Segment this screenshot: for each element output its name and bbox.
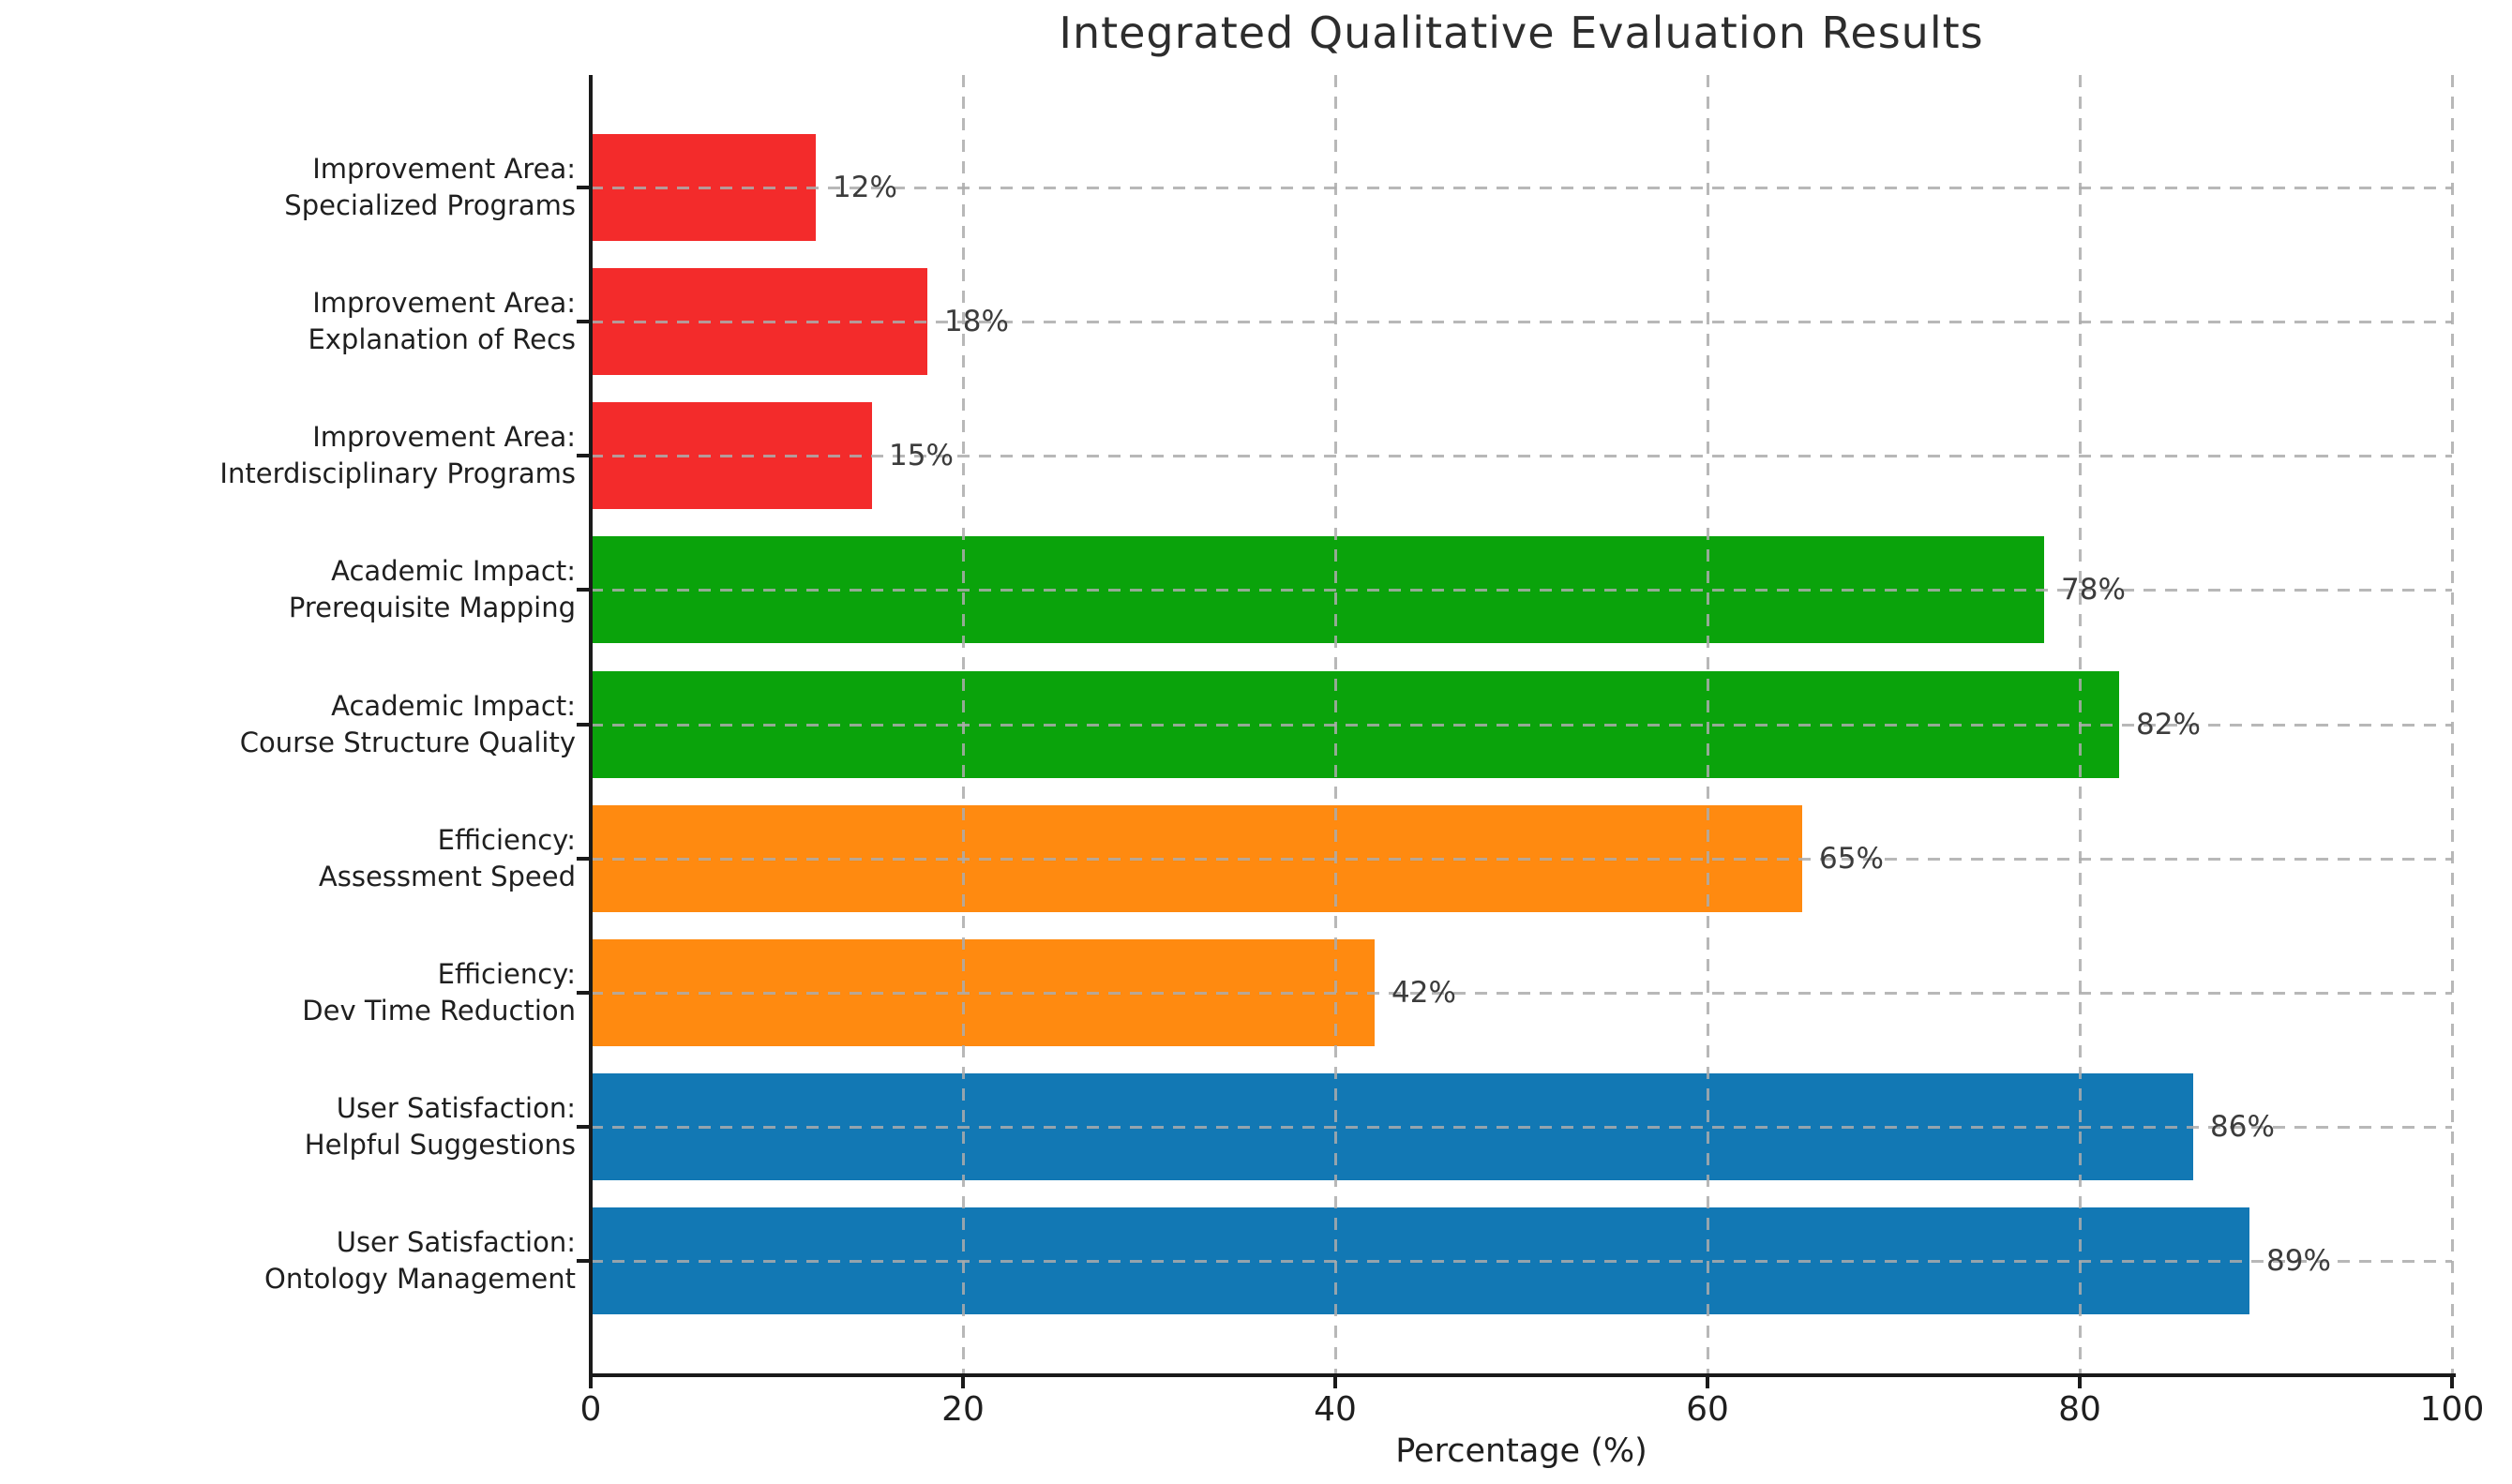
y-tick-mark-0 — [577, 186, 589, 190]
x-tick-mark-80 — [2078, 1376, 2082, 1388]
x-tick-mark-20 — [961, 1376, 965, 1388]
y-axis-spine — [589, 75, 593, 1377]
x-axis-spine — [589, 1373, 2456, 1377]
x-tick-label-60: 60 — [1686, 1390, 1729, 1429]
gridline-y-5 — [591, 857, 2452, 861]
bar-value-label-4: 82% — [2136, 707, 2201, 742]
y-tick-label-5: Efficiency: Assessment Speed — [318, 823, 576, 892]
y-tick-label-4: Academic Impact: Course Structure Qualit… — [239, 689, 576, 758]
y-tick-mark-2 — [577, 454, 589, 458]
y-tick-label-1: Improvement Area: Explanation of Recs — [308, 287, 576, 356]
bar-value-label-8: 89% — [2266, 1243, 2331, 1278]
x-tick-mark-60 — [1706, 1376, 1709, 1388]
x-tick-label-40: 40 — [1314, 1390, 1357, 1429]
bar-value-label-6: 42% — [1391, 975, 1456, 1010]
y-tick-mark-7 — [577, 1124, 589, 1129]
y-tick-mark-5 — [577, 856, 589, 861]
y-tick-label-6: Efficiency: Dev Time Reduction — [302, 957, 576, 1027]
gridline-y-0 — [591, 187, 2452, 190]
gridline-y-8 — [591, 1259, 2452, 1263]
y-tick-mark-8 — [577, 1258, 589, 1263]
gridline-y-2 — [591, 455, 2452, 458]
x-axis-title: Percentage (%) — [1395, 1432, 1647, 1470]
gridline-y-6 — [591, 991, 2452, 995]
bar-value-label-2: 15% — [889, 439, 954, 473]
y-tick-label-8: User Satisfaction: Ontology Management — [264, 1225, 576, 1295]
y-tick-label-3: Academic Impact: Prerequisite Mapping — [288, 555, 576, 624]
x-tick-label-100: 100 — [2419, 1390, 2485, 1429]
y-tick-mark-4 — [577, 722, 589, 727]
bar-value-label-5: 65% — [1819, 841, 1884, 876]
bar-value-label-7: 86% — [2210, 1109, 2275, 1144]
gridline-y-4 — [591, 723, 2452, 727]
bar-value-label-3: 78% — [2061, 573, 2126, 607]
x-tick-label-0: 0 — [579, 1390, 602, 1429]
y-tick-label-0: Improvement Area: Specialized Programs — [284, 153, 576, 222]
chart-title: Integrated Qualitative Evaluation Result… — [1059, 7, 1984, 58]
bar-value-label-0: 12% — [833, 171, 897, 205]
x-tick-mark-100 — [2450, 1376, 2454, 1388]
x-tick-mark-0 — [589, 1376, 593, 1388]
y-tick-label-2: Improvement Area: Interdisciplinary Prog… — [219, 421, 576, 490]
gridline-x-100 — [2451, 75, 2454, 1373]
gridline-y-7 — [591, 1125, 2452, 1129]
bar-value-label-1: 18% — [944, 305, 1009, 339]
x-tick-label-80: 80 — [2058, 1390, 2101, 1429]
y-tick-label-7: User Satisfaction: Helpful Suggestions — [304, 1091, 576, 1161]
y-tick-mark-3 — [577, 588, 589, 592]
x-tick-mark-40 — [1333, 1376, 1337, 1388]
y-tick-mark-6 — [577, 990, 589, 995]
x-tick-label-20: 20 — [941, 1390, 985, 1429]
y-tick-mark-1 — [577, 320, 589, 324]
gridline-y-3 — [591, 589, 2452, 592]
gridline-y-1 — [591, 321, 2452, 324]
